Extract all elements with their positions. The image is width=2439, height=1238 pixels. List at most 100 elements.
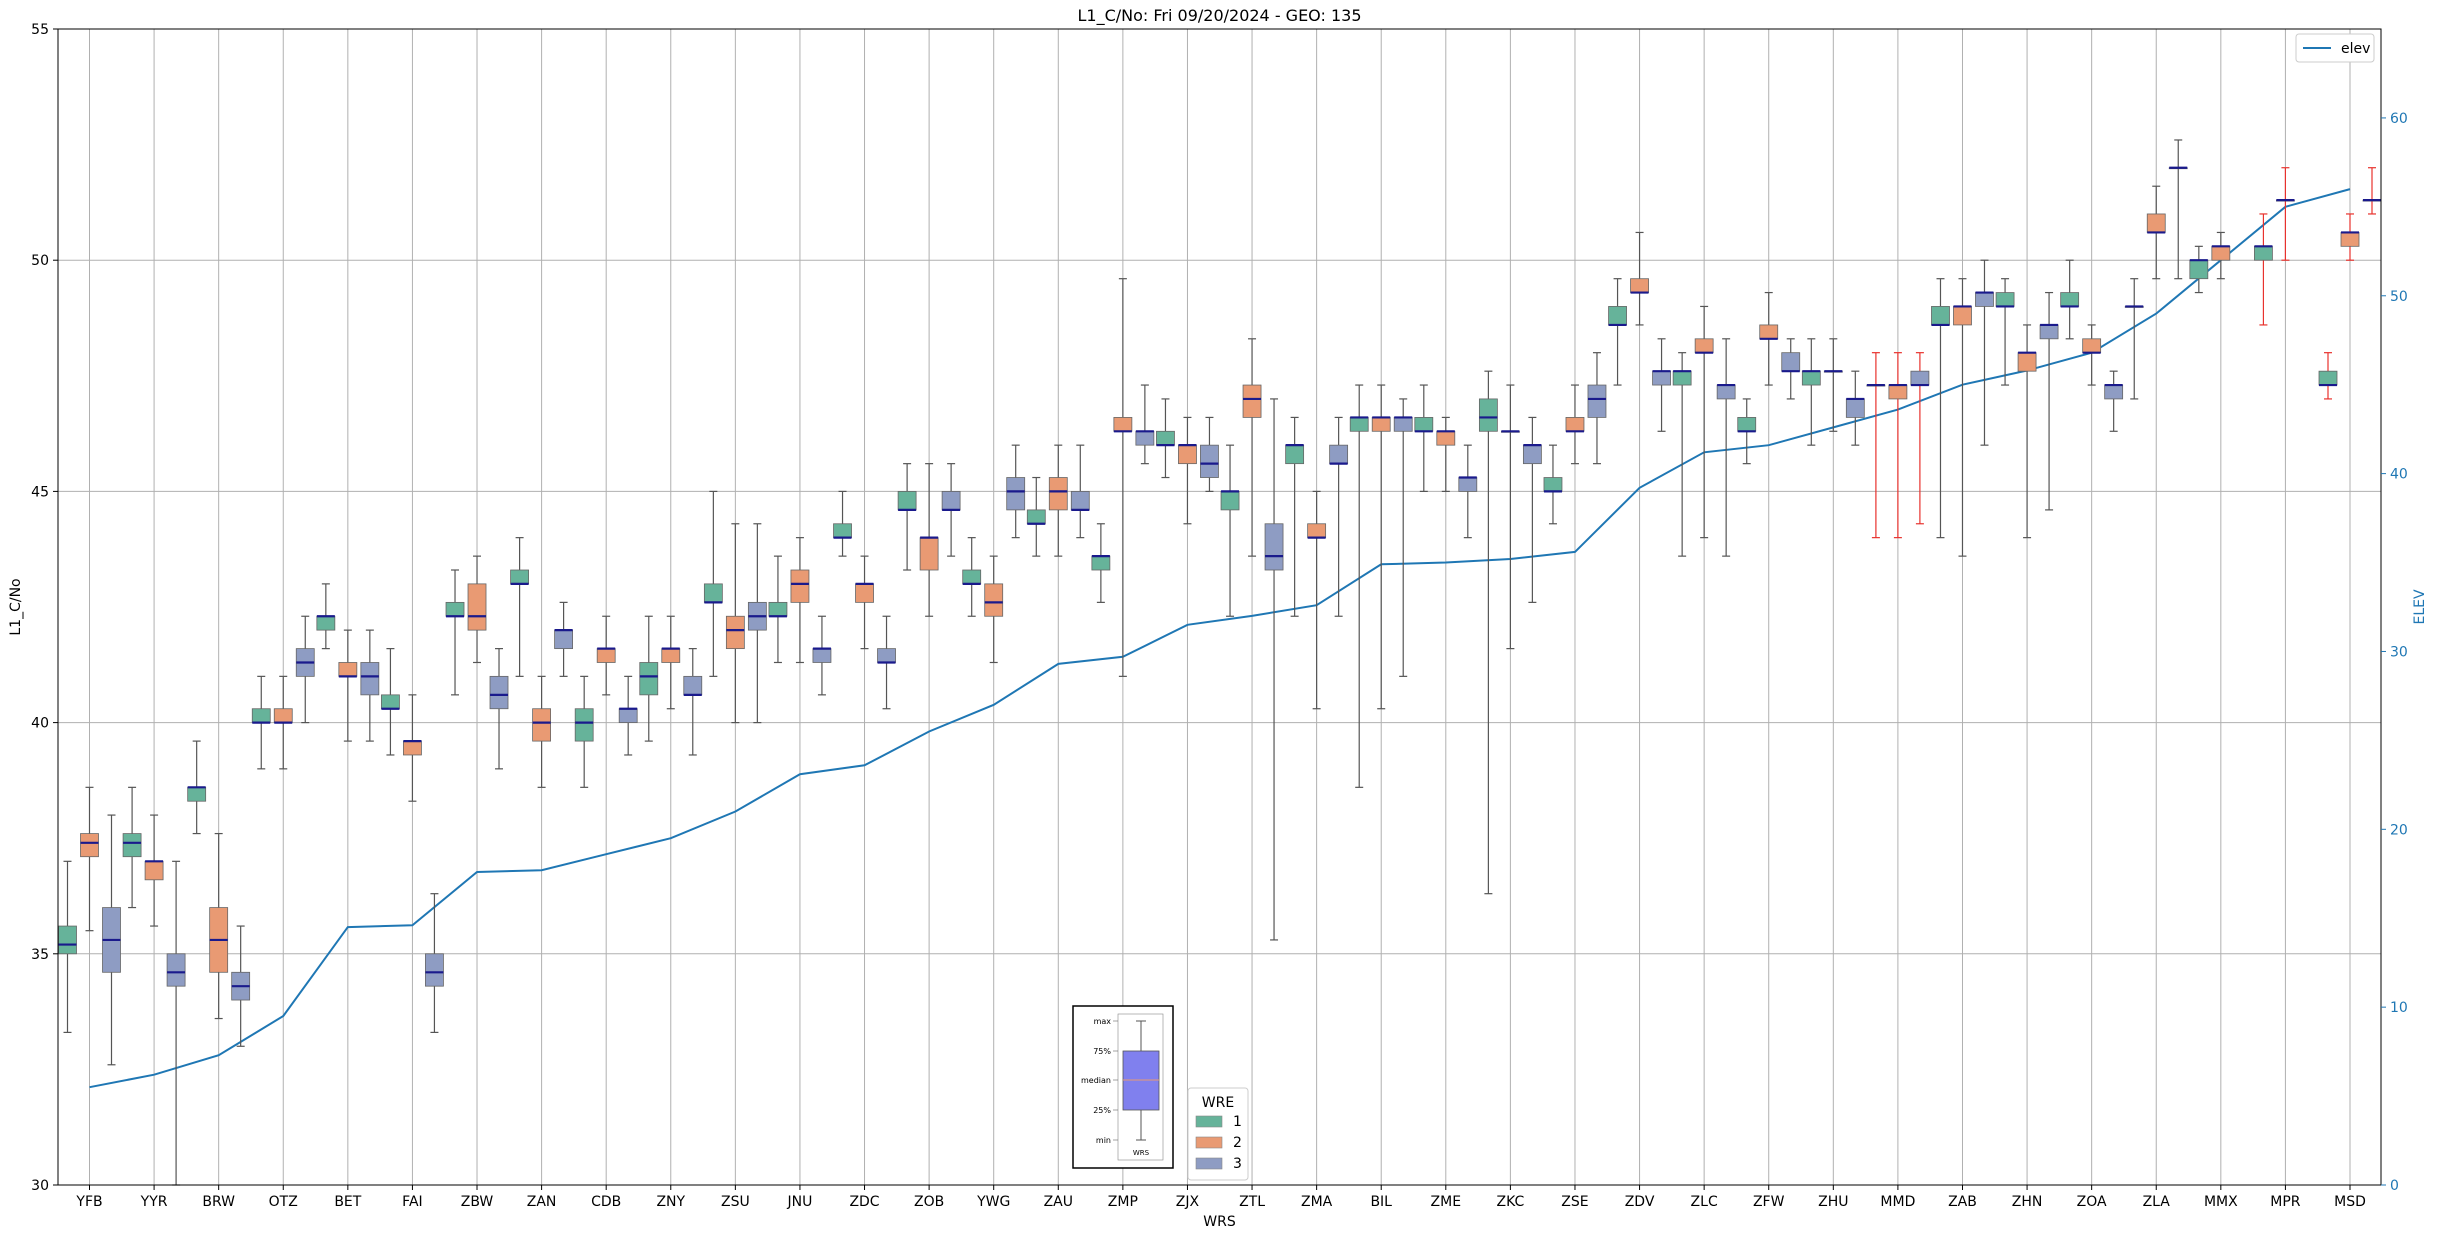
box-zma-wre3 [1329, 416, 1349, 617]
box-cdb-wre1 [574, 675, 594, 788]
box-bet-wre2 [338, 629, 358, 742]
iqr-box [2060, 292, 2080, 307]
box-brw-wre1 [187, 740, 207, 835]
iqr-box [683, 675, 703, 696]
iqr-box [2104, 384, 2124, 400]
box-zse-wre3 [1587, 352, 1607, 465]
iqr-box [618, 708, 638, 724]
box-zdc-wre1 [833, 490, 852, 557]
box-zme-wre2 [1436, 416, 1456, 492]
box-bet-wre3 [360, 629, 380, 742]
iqr-box [1478, 398, 1498, 432]
iqr-box [510, 569, 530, 585]
iqr-box [467, 583, 487, 631]
iqr-box [897, 490, 917, 511]
box-mmd-wre2 [1888, 352, 1908, 539]
iqr-box [1910, 370, 1930, 386]
iqr-box [1048, 477, 1068, 511]
y-axis-label: L1_C/No [8, 578, 24, 635]
iqr-box [1587, 384, 1607, 418]
iqr-box [1845, 398, 1865, 418]
iqr-box [1006, 477, 1026, 511]
box-zsu-wre2 [725, 523, 745, 724]
x-tick-label: MMD [1880, 1194, 1915, 1210]
box-zhu-wre2 [1823, 338, 1843, 432]
box-zab-wre1 [1931, 278, 1950, 539]
box-cdb-wre2 [596, 615, 616, 696]
axes: 30 35 40 45 50 55 0 10 20 30 40 50 60 YFB YYR BRW OTZ BET… [31, 22, 2408, 1210]
iqr-box [187, 786, 207, 802]
box-bil-wre2 [1371, 384, 1391, 710]
box-key-content: max 75% median 25% min WRS [1081, 1017, 1160, 1157]
x-tick-label: ZKC [1496, 1194, 1524, 1210]
box-ywg-wre3 [1006, 444, 1026, 539]
x-tick-label: ZLA [2143, 1194, 2171, 1210]
iqr-box [1672, 370, 1692, 386]
box-key-inset: max 75% median 25% min WRS [1072, 1005, 1174, 1169]
box-zdc-wre3 [877, 615, 896, 710]
box-zob-wre3 [941, 463, 961, 557]
x-tick-label: ZHN [2012, 1194, 2043, 1210]
box-zfw-wre2 [1759, 291, 1779, 386]
box-series [58, 139, 2382, 1186]
elev-series-line [89, 188, 2351, 1089]
y2-axis-label: ELEV [2412, 589, 2428, 624]
x-tick-label: ZMP [1108, 1194, 1138, 1210]
box-mpr-wre2 [2276, 167, 2295, 261]
x-tick-label: ZJX [1176, 1194, 1200, 1210]
iqr-box [1135, 430, 1155, 446]
box-fai-wre1 [381, 648, 400, 756]
wre-legend-swatch [1195, 1136, 1223, 1149]
box-zla-wre1 [2124, 278, 2144, 400]
x-tick-label: YYR [140, 1194, 168, 1210]
box-zbw-wre3 [489, 648, 509, 770]
box-zdv-wre3 [1652, 338, 1671, 432]
box-zny-wre1 [639, 615, 659, 742]
iqr-box [532, 708, 551, 742]
box-zla-wre2 [2146, 185, 2166, 280]
box-zjx-wre3 [1200, 416, 1219, 492]
box-mpr-wre1 [2254, 213, 2273, 326]
iqr-box [703, 583, 723, 603]
iqr-box [144, 860, 164, 881]
x-tick-label: MSD [2334, 1194, 2366, 1210]
box-zbw-wre1 [445, 569, 465, 696]
iqr-box [1436, 430, 1456, 446]
box-zsu-wre1 [703, 490, 723, 677]
box-zkc-wre3 [1522, 416, 1542, 603]
iqr-box [984, 583, 1004, 617]
iqr-box [1026, 509, 1046, 525]
wre-legend-label: 2 [1233, 1135, 1242, 1151]
x-tick-label: ZHU [1818, 1194, 1848, 1210]
iqr-box [1608, 306, 1627, 326]
box-msd-wre3 [2362, 167, 2382, 215]
box-zkc-wre2 [1500, 384, 1520, 650]
wre-legend-swatch [1195, 1115, 1223, 1128]
wre-legend-title: WRE [1202, 1095, 1234, 1111]
x-tick-label: MMX [2204, 1194, 2238, 1210]
iqr-box [1953, 306, 1972, 326]
inset-label: 25% [1093, 1106, 1111, 1115]
box-ztl-wre1 [1220, 444, 1240, 617]
box-zdc-wre2 [855, 555, 874, 650]
iqr-box [489, 675, 509, 710]
box-fai-wre3 [425, 893, 444, 1034]
box-zse-wre1 [1543, 444, 1563, 525]
wre-legend-swatch [1195, 1157, 1223, 1170]
iqr-box [1220, 490, 1240, 511]
box-zan-wre1 [510, 537, 530, 677]
wre-legend-label: 1 [1233, 1114, 1242, 1130]
x-tick-label: ZOA [2077, 1194, 2107, 1210]
x-tick-label: ZTL [1239, 1194, 1265, 1210]
elevation-line [89, 188, 2351, 1089]
iqr-box [574, 708, 594, 742]
box-zdv-wre2 [1630, 231, 1649, 326]
box-mmd-wre1 [1866, 352, 1886, 539]
box-mmx-wre2 [2211, 231, 2231, 280]
iqr-box [1371, 417, 1391, 432]
y2-tick-label: 30 [2390, 644, 2408, 660]
x-tick-label: BRW [202, 1194, 235, 1210]
iqr-box [1070, 490, 1090, 511]
y2-tick-label: 10 [2390, 1000, 2408, 1016]
